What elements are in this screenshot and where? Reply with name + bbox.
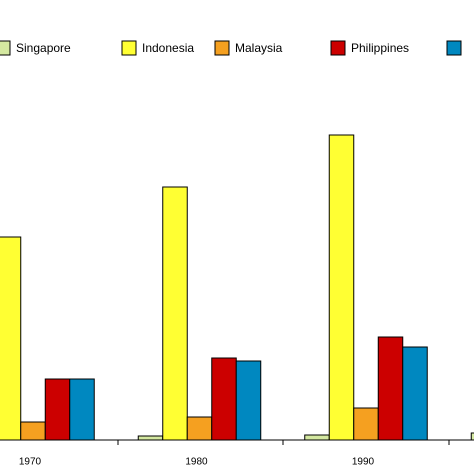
x-tick-label: 1970 — [19, 457, 42, 468]
bar — [0, 236, 22, 441]
legend-swatch — [214, 40, 230, 56]
legend-swatch — [330, 40, 346, 56]
bar — [377, 336, 404, 441]
bar — [353, 407, 379, 441]
bar — [235, 360, 262, 441]
legend-label: Philippines — [351, 41, 409, 55]
bar — [137, 435, 164, 441]
bar — [304, 434, 330, 441]
legend-label: Malaysia — [235, 41, 283, 55]
bar — [328, 134, 355, 441]
bar — [162, 186, 188, 441]
legend-swatch — [121, 40, 137, 56]
legend-swatch — [0, 40, 11, 56]
legend-label: Indonesia — [142, 41, 194, 55]
x-tick-label: 1980 — [185, 457, 208, 468]
legend-swatch — [446, 40, 462, 56]
bar — [44, 378, 71, 441]
bar — [402, 346, 428, 441]
x-tick-label: 1990 — [352, 457, 375, 468]
bar — [20, 421, 46, 441]
bar — [211, 357, 237, 441]
bar — [69, 378, 95, 441]
bar — [186, 416, 213, 441]
bar — [470, 432, 474, 441]
legend-label: Singapore — [16, 41, 71, 55]
